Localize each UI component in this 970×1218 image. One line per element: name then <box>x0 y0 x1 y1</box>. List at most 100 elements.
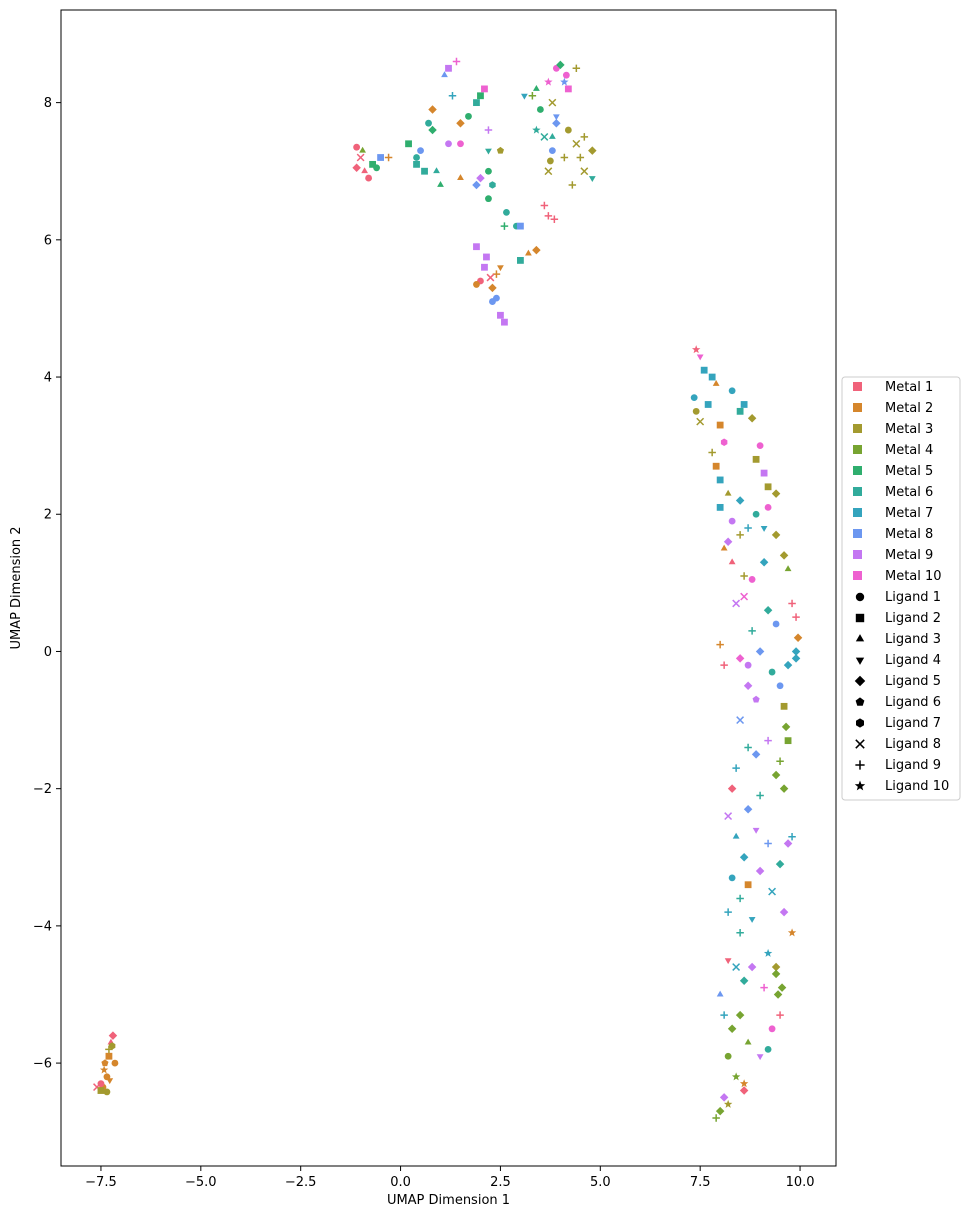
data-point <box>413 160 420 168</box>
data-point <box>700 366 708 374</box>
data-point <box>735 496 745 505</box>
data-point <box>546 157 554 165</box>
data-point <box>748 917 756 923</box>
data-point <box>755 647 765 656</box>
data-point <box>473 99 480 107</box>
data-point <box>764 736 772 745</box>
data-point <box>373 164 380 172</box>
data-point <box>716 503 724 511</box>
data-point <box>740 401 748 408</box>
data-point <box>552 118 561 128</box>
data-point <box>708 373 716 381</box>
data-point <box>696 417 705 426</box>
data-point <box>727 784 737 793</box>
data-point <box>763 948 773 957</box>
data-point <box>780 702 788 710</box>
y-tick-label: 4 <box>44 371 52 386</box>
data-point <box>776 1011 784 1019</box>
data-point <box>457 174 464 181</box>
data-point <box>353 143 361 151</box>
legend-ligand-marker <box>855 634 865 642</box>
legend-ligand-label: Ligand 8 <box>885 737 941 752</box>
data-point <box>500 222 509 230</box>
data-point <box>413 154 420 161</box>
data-point <box>544 212 553 220</box>
data-point <box>359 146 366 153</box>
y-tick-label: −6 <box>33 1057 52 1072</box>
x-tick-label: 7.5 <box>690 1175 711 1190</box>
data-point <box>540 132 549 141</box>
data-point <box>740 592 749 601</box>
data-point <box>736 716 745 725</box>
data-point <box>560 77 569 86</box>
legend-metal-swatch <box>853 529 862 538</box>
data-point <box>105 1052 113 1060</box>
data-point <box>540 201 549 210</box>
data-point <box>690 394 698 402</box>
data-point <box>692 407 700 415</box>
data-point <box>548 147 556 155</box>
data-point <box>691 345 701 354</box>
legend-metal-label: Metal 6 <box>885 485 933 500</box>
data-point <box>763 606 773 615</box>
legend: Metal 1 Metal 2 Metal 3 Metal 4 Metal 5 Metal… <box>841 376 961 801</box>
data-point <box>532 125 541 134</box>
data-point <box>792 613 800 621</box>
data-point <box>781 722 791 732</box>
data-point <box>736 407 744 415</box>
data-point <box>576 153 585 162</box>
data-point <box>356 153 365 162</box>
y-tick-label: −2 <box>33 782 52 797</box>
data-point <box>732 764 740 772</box>
data-point <box>773 990 783 999</box>
legend-ligand-marker <box>855 739 865 749</box>
data-point <box>771 770 781 780</box>
data-point <box>716 476 724 484</box>
data-point <box>521 93 528 100</box>
data-point <box>528 92 537 100</box>
data-point <box>712 462 720 470</box>
data-point <box>477 92 484 100</box>
y-tick-label: 8 <box>44 96 52 111</box>
x-tick-label: 2.5 <box>490 1175 511 1190</box>
x-tick-label: −2.5 <box>285 1175 317 1190</box>
x-axis-title: UMAP Dimension 1 <box>387 1193 510 1208</box>
data-point <box>572 139 581 148</box>
data-point <box>777 983 787 992</box>
data-point <box>784 565 792 572</box>
data-point <box>764 483 772 491</box>
data-point <box>712 379 720 386</box>
legend-metal-swatch <box>853 550 862 559</box>
data-point <box>752 827 760 834</box>
data-point <box>481 263 488 271</box>
data-point <box>552 114 560 121</box>
data-point <box>768 668 776 676</box>
data-point <box>724 812 733 821</box>
data-point <box>485 167 492 175</box>
data-point <box>544 77 553 86</box>
data-point <box>588 176 596 182</box>
data-point <box>724 958 732 965</box>
legend-ligand-label: Ligand 6 <box>885 695 941 710</box>
data-point <box>779 551 789 560</box>
data-point <box>735 1010 745 1020</box>
data-point <box>548 133 556 139</box>
data-point <box>743 681 753 691</box>
data-point <box>696 354 704 361</box>
legend-metal-swatch <box>853 466 862 475</box>
data-point <box>739 976 749 986</box>
data-point <box>106 1078 114 1085</box>
data-point <box>764 839 772 848</box>
data-point <box>405 140 412 148</box>
data-point <box>108 1031 118 1040</box>
data-point <box>759 558 769 567</box>
data-point <box>760 526 768 532</box>
data-point <box>724 908 732 916</box>
data-point <box>473 243 480 251</box>
legend-metal-label: Metal 10 <box>885 569 942 584</box>
legend-ligand-marker <box>855 760 865 770</box>
data-point <box>787 928 797 937</box>
data-point <box>493 294 500 302</box>
data-point <box>497 311 504 319</box>
data-point <box>476 173 485 183</box>
